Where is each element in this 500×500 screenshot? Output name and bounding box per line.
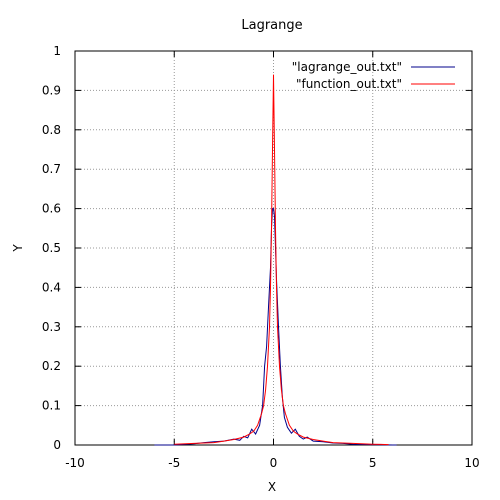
chart-title: Lagrange [241,18,302,33]
axis-ticks: -10 -5 0 5 10 0 0.1 0.2 0.3 0.4 0.5 0.6 0.7 0.8 0.9 1 [42,44,480,470]
legend-label: "function_out.txt" [296,77,402,91]
x-tick-label: 5 [369,456,377,470]
y-tick-label: 0.5 [42,241,61,255]
y-tick-label: 0.7 [42,162,61,176]
x-tick-label: -10 [65,456,85,470]
series-line-lagrange [154,208,397,446]
y-tick-label: 0.4 [42,280,61,294]
y-tick-label: 0.6 [42,202,61,216]
y-tick-label: 0 [53,438,61,452]
y-tick-label: 0.1 [42,399,61,413]
series-line-function [174,74,389,446]
y-axis-label: Y [11,244,25,253]
legend: "lagrange_out.txt" "function_out.txt" [292,60,455,91]
y-tick-label: 0.3 [42,320,61,334]
x-tick-label: -5 [168,456,180,470]
y-tick-label: 0.2 [42,359,61,373]
x-axis-label: X [268,480,276,494]
legend-label: "lagrange_out.txt" [292,60,402,74]
y-tick-label: 1 [53,44,61,58]
x-tick-label: 0 [270,456,278,470]
y-tick-label: 0.8 [42,123,61,137]
series-group [154,74,397,446]
y-tick-label: 0.9 [42,83,61,97]
x-tick-label: 10 [464,456,479,470]
